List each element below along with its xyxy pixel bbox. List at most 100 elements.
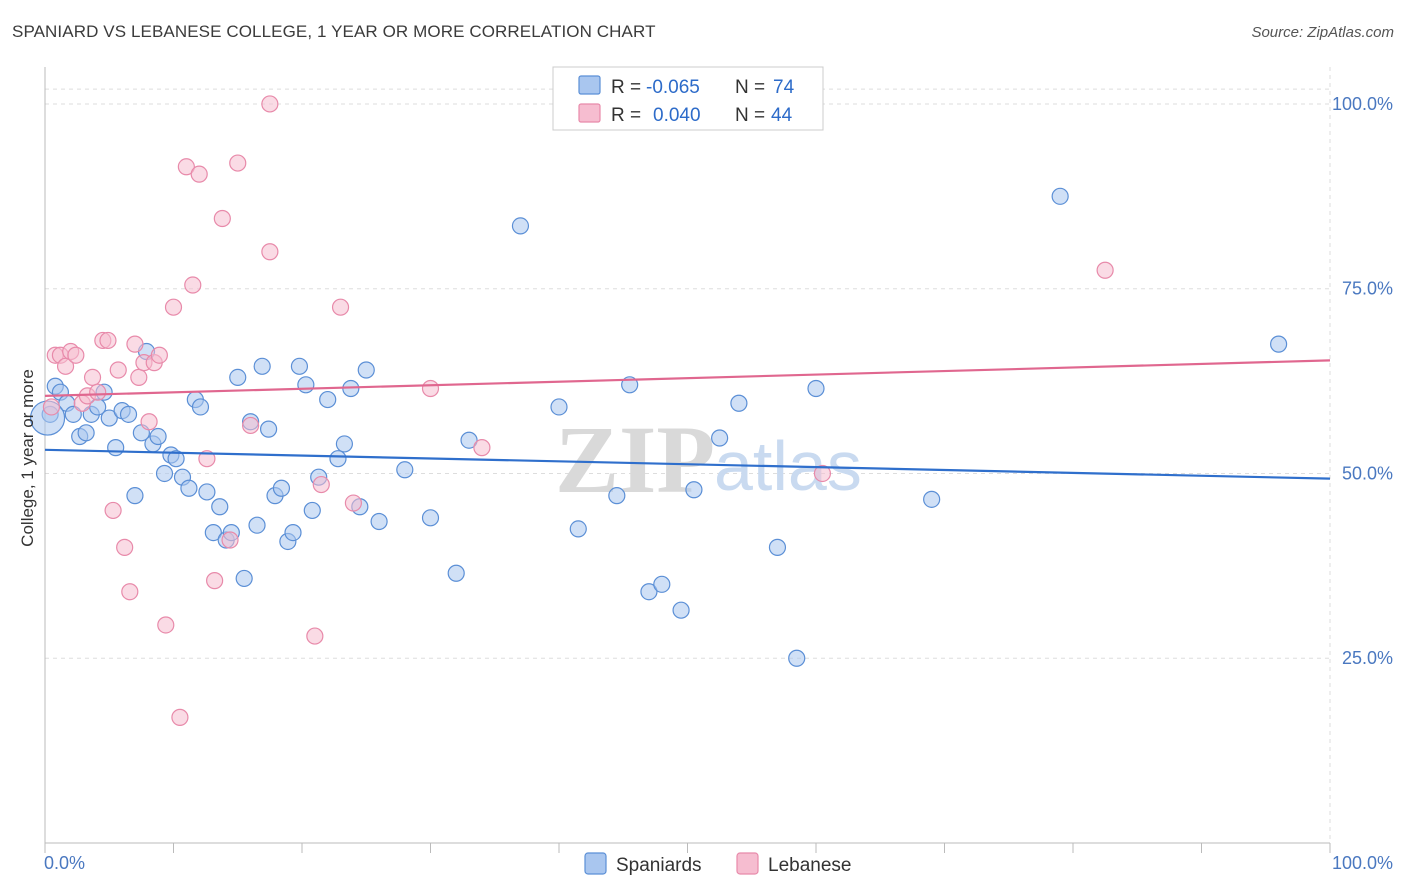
point-spaniards bbox=[303, 501, 321, 520]
bottom-legend-swatch-lebanese bbox=[736, 852, 759, 875]
point-spaniards bbox=[235, 569, 253, 588]
point-spaniards bbox=[126, 487, 144, 505]
point-lebanese bbox=[198, 450, 216, 468]
point-lebanese bbox=[261, 95, 279, 113]
point-spaniards bbox=[180, 479, 198, 497]
point-spaniards bbox=[119, 405, 138, 423]
point-lebanese bbox=[331, 298, 350, 316]
point-lebanese bbox=[130, 368, 148, 386]
legend-r-label: R = bbox=[611, 105, 641, 126]
point-spaniards bbox=[253, 357, 271, 375]
trendline-lebanese bbox=[44, 359, 1331, 397]
point-spaniards bbox=[768, 538, 787, 556]
point-spaniards bbox=[421, 509, 440, 527]
point-lebanese bbox=[242, 416, 260, 435]
legend-n-value-spaniards: 74 bbox=[773, 77, 795, 98]
point-lebanese bbox=[140, 413, 158, 431]
series-spaniards-points bbox=[29, 187, 1288, 667]
point-spaniards bbox=[229, 368, 247, 386]
point-spaniards bbox=[357, 361, 375, 379]
point-lebanese bbox=[177, 158, 195, 176]
legend-r-label: R = bbox=[611, 77, 641, 98]
point-spaniards bbox=[155, 464, 174, 483]
point-spaniards bbox=[511, 217, 530, 235]
legend-n-label: N = bbox=[735, 77, 765, 98]
x-tick-labels: 0.0% 100.0% bbox=[44, 853, 1393, 873]
point-lebanese bbox=[83, 368, 102, 386]
point-lebanese bbox=[213, 209, 231, 228]
point-spaniards bbox=[653, 575, 671, 593]
point-lebanese bbox=[813, 464, 832, 483]
y-tick-label-100: 100.0% bbox=[1332, 94, 1393, 114]
trendlines bbox=[44, 359, 1331, 480]
axes bbox=[44, 67, 1331, 853]
point-spaniards bbox=[370, 512, 388, 531]
point-spaniards bbox=[77, 424, 95, 442]
legend-n-label: N = bbox=[735, 105, 765, 126]
point-spaniards bbox=[923, 490, 941, 508]
x-tick-label-0: 0.0% bbox=[44, 853, 85, 873]
point-spaniards bbox=[204, 523, 222, 542]
source-label: Source: ZipAtlas.com bbox=[1251, 24, 1394, 41]
point-lebanese bbox=[190, 165, 208, 183]
point-spaniards bbox=[1051, 187, 1069, 205]
point-spaniards bbox=[329, 450, 347, 468]
watermark: ZIP atlas bbox=[555, 406, 862, 513]
point-lebanese bbox=[306, 627, 324, 645]
series-legend: Spaniards Lebanese bbox=[584, 852, 851, 876]
point-lebanese bbox=[67, 346, 85, 364]
legend-r-value-spaniards: -0.065 bbox=[646, 77, 700, 98]
point-lebanese bbox=[171, 708, 189, 726]
point-lebanese bbox=[1096, 261, 1114, 279]
y-tick-labels: 25.0% 50.0% 75.0% 100.0% bbox=[1332, 94, 1393, 668]
point-spaniards bbox=[284, 523, 302, 542]
point-lebanese bbox=[229, 154, 247, 172]
point-spaniards bbox=[248, 516, 266, 534]
bottom-legend-spaniards: Spaniards bbox=[616, 855, 702, 876]
point-lebanese bbox=[99, 331, 117, 350]
point-lebanese bbox=[89, 383, 107, 401]
point-lebanese bbox=[312, 475, 330, 494]
point-spaniards bbox=[107, 439, 125, 457]
point-spaniards bbox=[272, 479, 291, 497]
point-lebanese bbox=[109, 361, 127, 379]
point-lebanese bbox=[104, 501, 122, 520]
point-spaniards bbox=[685, 481, 703, 499]
point-spaniards bbox=[569, 520, 587, 538]
point-spaniards bbox=[788, 649, 806, 667]
point-lebanese bbox=[150, 346, 168, 364]
trendline-spaniards bbox=[44, 448, 1331, 480]
point-spaniards bbox=[608, 487, 626, 505]
point-spaniards bbox=[290, 357, 309, 375]
stats-legend: R = -0.065 N = 74 R = 0.040 N = 44 bbox=[552, 66, 824, 131]
point-lebanese bbox=[116, 538, 134, 556]
x-tick-label-100: 100.0% bbox=[1332, 853, 1393, 873]
chart-title: SPANIARD VS LEBANESE COLLEGE, 1 YEAR OR … bbox=[12, 22, 656, 41]
point-spaniards bbox=[396, 461, 414, 479]
point-lebanese bbox=[126, 335, 144, 353]
point-spaniards bbox=[460, 431, 478, 449]
point-spaniards bbox=[211, 498, 229, 516]
point-spaniards bbox=[191, 398, 210, 416]
point-lebanese bbox=[184, 276, 202, 294]
point-spaniards bbox=[672, 601, 690, 619]
point-spaniards bbox=[100, 409, 118, 427]
point-spaniards bbox=[447, 564, 465, 582]
point-lebanese bbox=[164, 298, 183, 316]
point-lebanese bbox=[121, 583, 139, 601]
point-spaniards bbox=[711, 429, 729, 447]
y-tick-label-75: 75.0% bbox=[1342, 279, 1393, 299]
y-axis-label: College, 1 year or more bbox=[18, 369, 37, 547]
point-spaniards bbox=[319, 390, 337, 409]
point-lebanese bbox=[221, 531, 239, 549]
bottom-legend-swatch-spaniards bbox=[584, 852, 607, 875]
point-lebanese bbox=[344, 494, 362, 512]
series-lebanese-points bbox=[42, 95, 1114, 726]
point-spaniards bbox=[297, 376, 315, 394]
point-spaniards bbox=[730, 394, 748, 412]
bottom-legend-lebanese: Lebanese bbox=[768, 855, 851, 876]
y-tick-label-50: 50.0% bbox=[1342, 463, 1393, 483]
point-spaniards bbox=[64, 405, 82, 423]
legend-r-value-lebanese: 0.040 bbox=[653, 105, 701, 126]
point-spaniards bbox=[198, 483, 216, 501]
